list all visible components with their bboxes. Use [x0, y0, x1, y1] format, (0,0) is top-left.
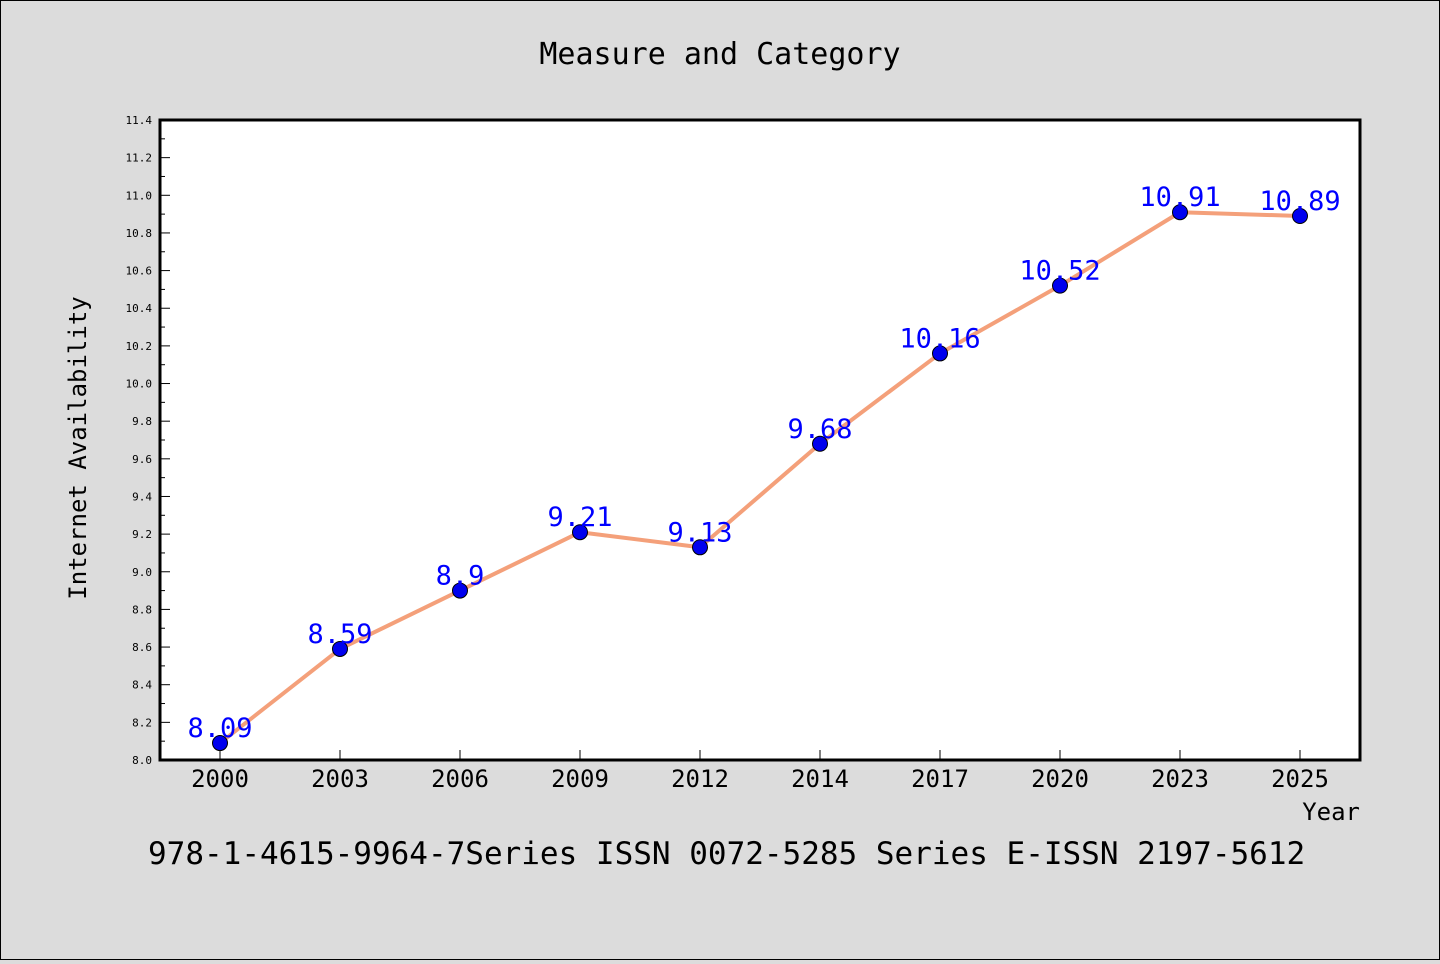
y-tick-label: 10.4 [126, 302, 153, 315]
y-tick-label: 10.0 [126, 378, 153, 391]
data-label: 10.52 [1019, 256, 1100, 287]
x-tick-label: 2003 [311, 765, 369, 793]
x-tick-label: 2009 [551, 765, 609, 793]
data-point [1052, 277, 1068, 294]
data-point [1172, 204, 1188, 221]
y-axis-label: Internet Availability [64, 296, 92, 599]
data-point [932, 345, 948, 362]
markers-layer [212, 204, 1308, 752]
x-tick-label: 2023 [1151, 765, 1209, 793]
y-tick-label: 9.6 [132, 453, 152, 466]
data-label: 10.89 [1259, 186, 1340, 217]
y-tick-label: 11.4 [126, 114, 153, 127]
data-label: 9.13 [667, 517, 732, 548]
y-tick-label: 11.0 [126, 189, 153, 202]
x-axis: 2000 2003 2006 2009 2012 2014 2017 2020 2023 2025 [191, 750, 1329, 793]
y-tick-label: 10.2 [126, 340, 153, 353]
data-label: 9.21 [547, 502, 612, 533]
data-point [692, 539, 708, 556]
y-tick-label: 10.8 [126, 227, 153, 240]
y-tick-label: 9.8 [132, 415, 152, 428]
data-point [332, 640, 348, 657]
data-label: 8.9 [436, 561, 485, 592]
data-label: 9.68 [787, 414, 852, 445]
x-axis-label: Year [1302, 798, 1360, 826]
y-tick-label: 8.8 [132, 603, 152, 616]
data-point [452, 582, 468, 599]
y-tick-label: 9.4 [132, 490, 152, 503]
isbn-caption: 978-1-4615-9964-7Series ISSN 0072-5285 S… [148, 836, 1305, 872]
y-tick-label: 8.4 [132, 679, 152, 692]
data-point [212, 735, 228, 752]
data-label: 8.59 [307, 619, 372, 650]
y-tick-label: 8.2 [132, 716, 152, 729]
chart-title: Measure and Category [539, 37, 900, 72]
x-tick-label: 2020 [1031, 765, 1089, 793]
series-layer [218, 210, 1301, 745]
x-tick-label: 2012 [671, 765, 729, 793]
y-tick-label: 8.0 [132, 754, 152, 767]
data-point [572, 524, 588, 541]
data-label: 10.91 [1139, 182, 1220, 213]
x-tick-label: 2017 [911, 765, 969, 793]
x-tick-label: 2006 [431, 765, 489, 793]
x-tick-label: 2000 [191, 765, 249, 793]
data-point [812, 435, 828, 452]
data-label: 10.16 [899, 323, 980, 354]
y-tick-label: 10.6 [126, 265, 153, 278]
y-tick-label: 9.0 [132, 566, 152, 579]
x-tick-label: 2025 [1271, 765, 1329, 793]
data-point [1292, 208, 1308, 224]
x-tick-label: 2014 [791, 765, 849, 793]
y-tick-label: 11.2 [126, 152, 153, 165]
data-label: 8.09 [187, 713, 252, 744]
y-axis: 8.0 8.2 8.4 8.6 8.8 9.0 9.2 9.4 9.6 9.8 10.0 10.2 10… [126, 114, 170, 767]
data-labels-layer: 8.09 8.59 8.9 9.21 9.13 9.68 10.16 10.52 10.91 10… [187, 182, 1340, 744]
series-line [218, 210, 1301, 745]
y-tick-label: 9.2 [132, 528, 152, 541]
y-tick-label: 8.6 [132, 641, 152, 654]
